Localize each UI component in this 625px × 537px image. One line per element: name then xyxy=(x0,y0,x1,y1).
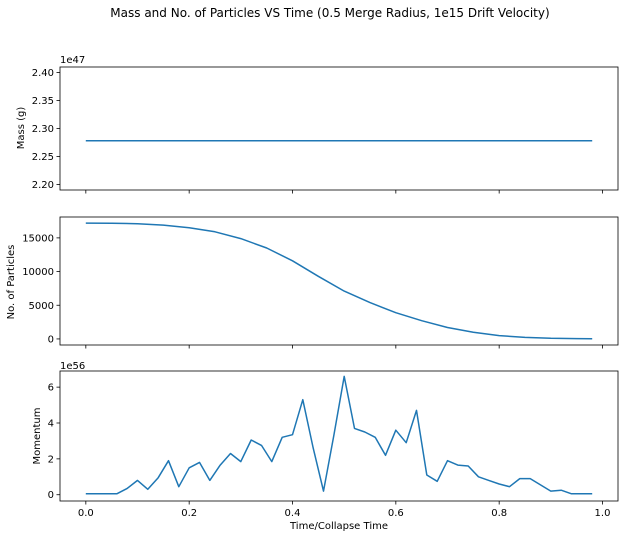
x-tick-label: 0.8 xyxy=(491,508,507,519)
mass-y-tick-label: 2.30 xyxy=(32,124,54,135)
particles-y-tick-label: 5000 xyxy=(29,301,54,312)
mass-ylabel: Mass (g) xyxy=(16,107,27,150)
mass-y-tick-label: 2.40 xyxy=(32,68,54,79)
mass-offset-label: 1e47 xyxy=(60,55,85,66)
momentum-axes-frame xyxy=(59,370,619,502)
x-tick-label: 0.2 xyxy=(181,508,197,519)
particles-y-tick-label: 10000 xyxy=(22,267,54,278)
momentum-offset-label: 1e56 xyxy=(60,361,85,372)
x-tick-label: 1.0 xyxy=(595,508,611,519)
x-tick-label: 0.6 xyxy=(388,508,404,519)
mass-y-tick-label: 2.25 xyxy=(32,152,54,163)
momentum-y-tick-label: 0 xyxy=(48,490,54,501)
momentum-series-line xyxy=(85,375,593,495)
mass-y-tick-label: 2.35 xyxy=(32,96,54,107)
momentum-y-tick-label: 6 xyxy=(48,383,54,394)
particles-ylabel: No. of Particles xyxy=(6,245,17,320)
momentum-y-tick-label: 4 xyxy=(48,419,54,430)
mass-y-tick-label: 2.20 xyxy=(32,180,54,191)
particles-subplot: No. of Particles 0 5000 10000 15000 xyxy=(6,216,619,349)
particles-y-tick-label: 15000 xyxy=(22,233,54,244)
momentum-y-tick-label: 2 xyxy=(48,454,54,465)
x-tick-label: 0.4 xyxy=(285,508,301,519)
mass-subplot: Mass (g) 1e47 2.20 2.25 2.30 2.35 2.40 xyxy=(16,55,619,194)
mass-axes-frame xyxy=(59,66,619,191)
particles-y-tick-label: 0 xyxy=(48,334,54,345)
particles-series-line xyxy=(85,222,593,340)
particles-axes-frame xyxy=(59,216,619,346)
momentum-subplot: Momentum 1e56 0 2 4 6 0.0 0.2 0.4 0.6 0.8 1.0 xyxy=(32,361,619,519)
figure-title: Mass and No. of Particles VS Time (0.5 M… xyxy=(110,6,549,20)
x-axis-label: Time/Collapse Time xyxy=(289,521,388,532)
momentum-ylabel: Momentum xyxy=(32,408,43,465)
x-tick-label: 0.0 xyxy=(78,508,94,519)
